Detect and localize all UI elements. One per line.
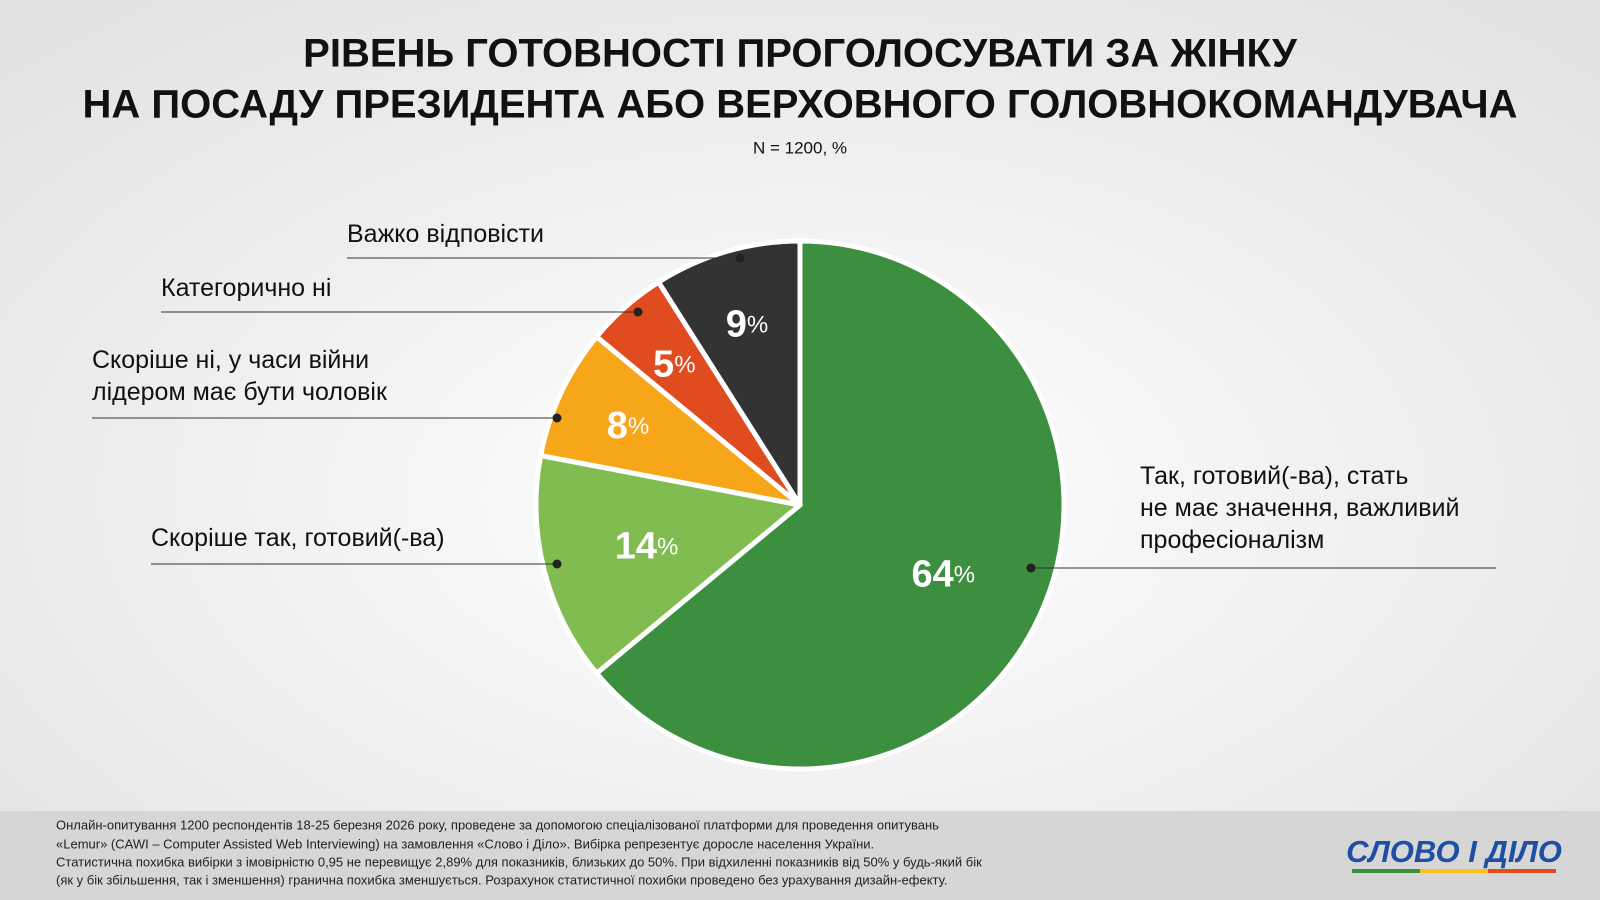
value-number: 5 [653, 343, 674, 385]
footnote: Статистична похибка вибірки з імовірніст… [56, 854, 982, 869]
value-number: 8 [607, 405, 628, 447]
category-line: Скоріше ні, у часи війни [92, 346, 369, 374]
footnote: Онлайн-опитування 1200 респондентів 18-2… [56, 817, 939, 832]
subtitle: N = 1200, % [753, 138, 847, 157]
category-label: Так, готовий(-ва), стать не має значення,… [1140, 462, 1459, 554]
category-line: Так, готовий(-ва), стать [1140, 462, 1408, 490]
category-label: Скоріше так, готовий(-ва) [151, 524, 445, 552]
logo-stripe [1352, 869, 1420, 873]
category-label: Категорично ні [161, 274, 331, 302]
category-line: Скоріше так, готовий(-ва) [151, 524, 445, 552]
value-unit: % [657, 534, 678, 561]
category-line: Важко відповісти [347, 220, 544, 248]
leader-dot [1026, 563, 1036, 573]
category-line: Категорично ні [161, 274, 331, 302]
category-line: не має значення, важливий [1140, 494, 1459, 522]
category-label: Важко відповісти [347, 220, 544, 248]
category-label: Скоріше ні, у часи війни лідером має бути… [92, 346, 388, 406]
value-unit: % [954, 562, 975, 589]
leader-dot [552, 559, 562, 569]
pie-slice [594, 238, 1067, 772]
leader-dot [735, 253, 745, 263]
logo-stripe [1488, 869, 1556, 873]
pie-slice [656, 238, 803, 508]
title-line: РІВЕНЬ ГОТОВНОСТІ ПРОГОЛОСУВАТИ ЗА ЖІНКУ [303, 32, 1298, 76]
value-unit: % [747, 312, 768, 339]
footnote: (як у бік збільшення, так і зменшення) г… [56, 872, 947, 887]
footnote: «Lemur» (CAWI – Computer Assisted Web In… [56, 836, 874, 851]
logo: СЛОВО І ДІЛО [1346, 834, 1562, 869]
value-number: 9 [726, 303, 747, 345]
value-label: 5% [653, 343, 695, 385]
pie-slice [538, 334, 803, 508]
value-label: 8% [607, 405, 649, 447]
value-unit: % [628, 413, 649, 440]
value-unit: % [674, 352, 695, 379]
value-label: 9% [726, 303, 768, 345]
logo-stripe [1420, 869, 1488, 873]
leader-dot [633, 307, 643, 317]
value-number: 64 [912, 553, 954, 595]
value-number: 14 [615, 525, 657, 567]
category-line: професіоналізм [1140, 526, 1324, 554]
title-line: НА ПОСАДУ ПРЕЗИДЕНТА АБО ВЕРХОВНОГО ГОЛО… [82, 83, 1517, 127]
value-label: 14% [615, 525, 679, 567]
footer-band [0, 811, 1600, 900]
value-label: 64% [912, 553, 976, 595]
category-line: лідером має бути чоловік [92, 378, 388, 406]
pie-slice [533, 453, 803, 676]
leader-dot [552, 413, 562, 423]
